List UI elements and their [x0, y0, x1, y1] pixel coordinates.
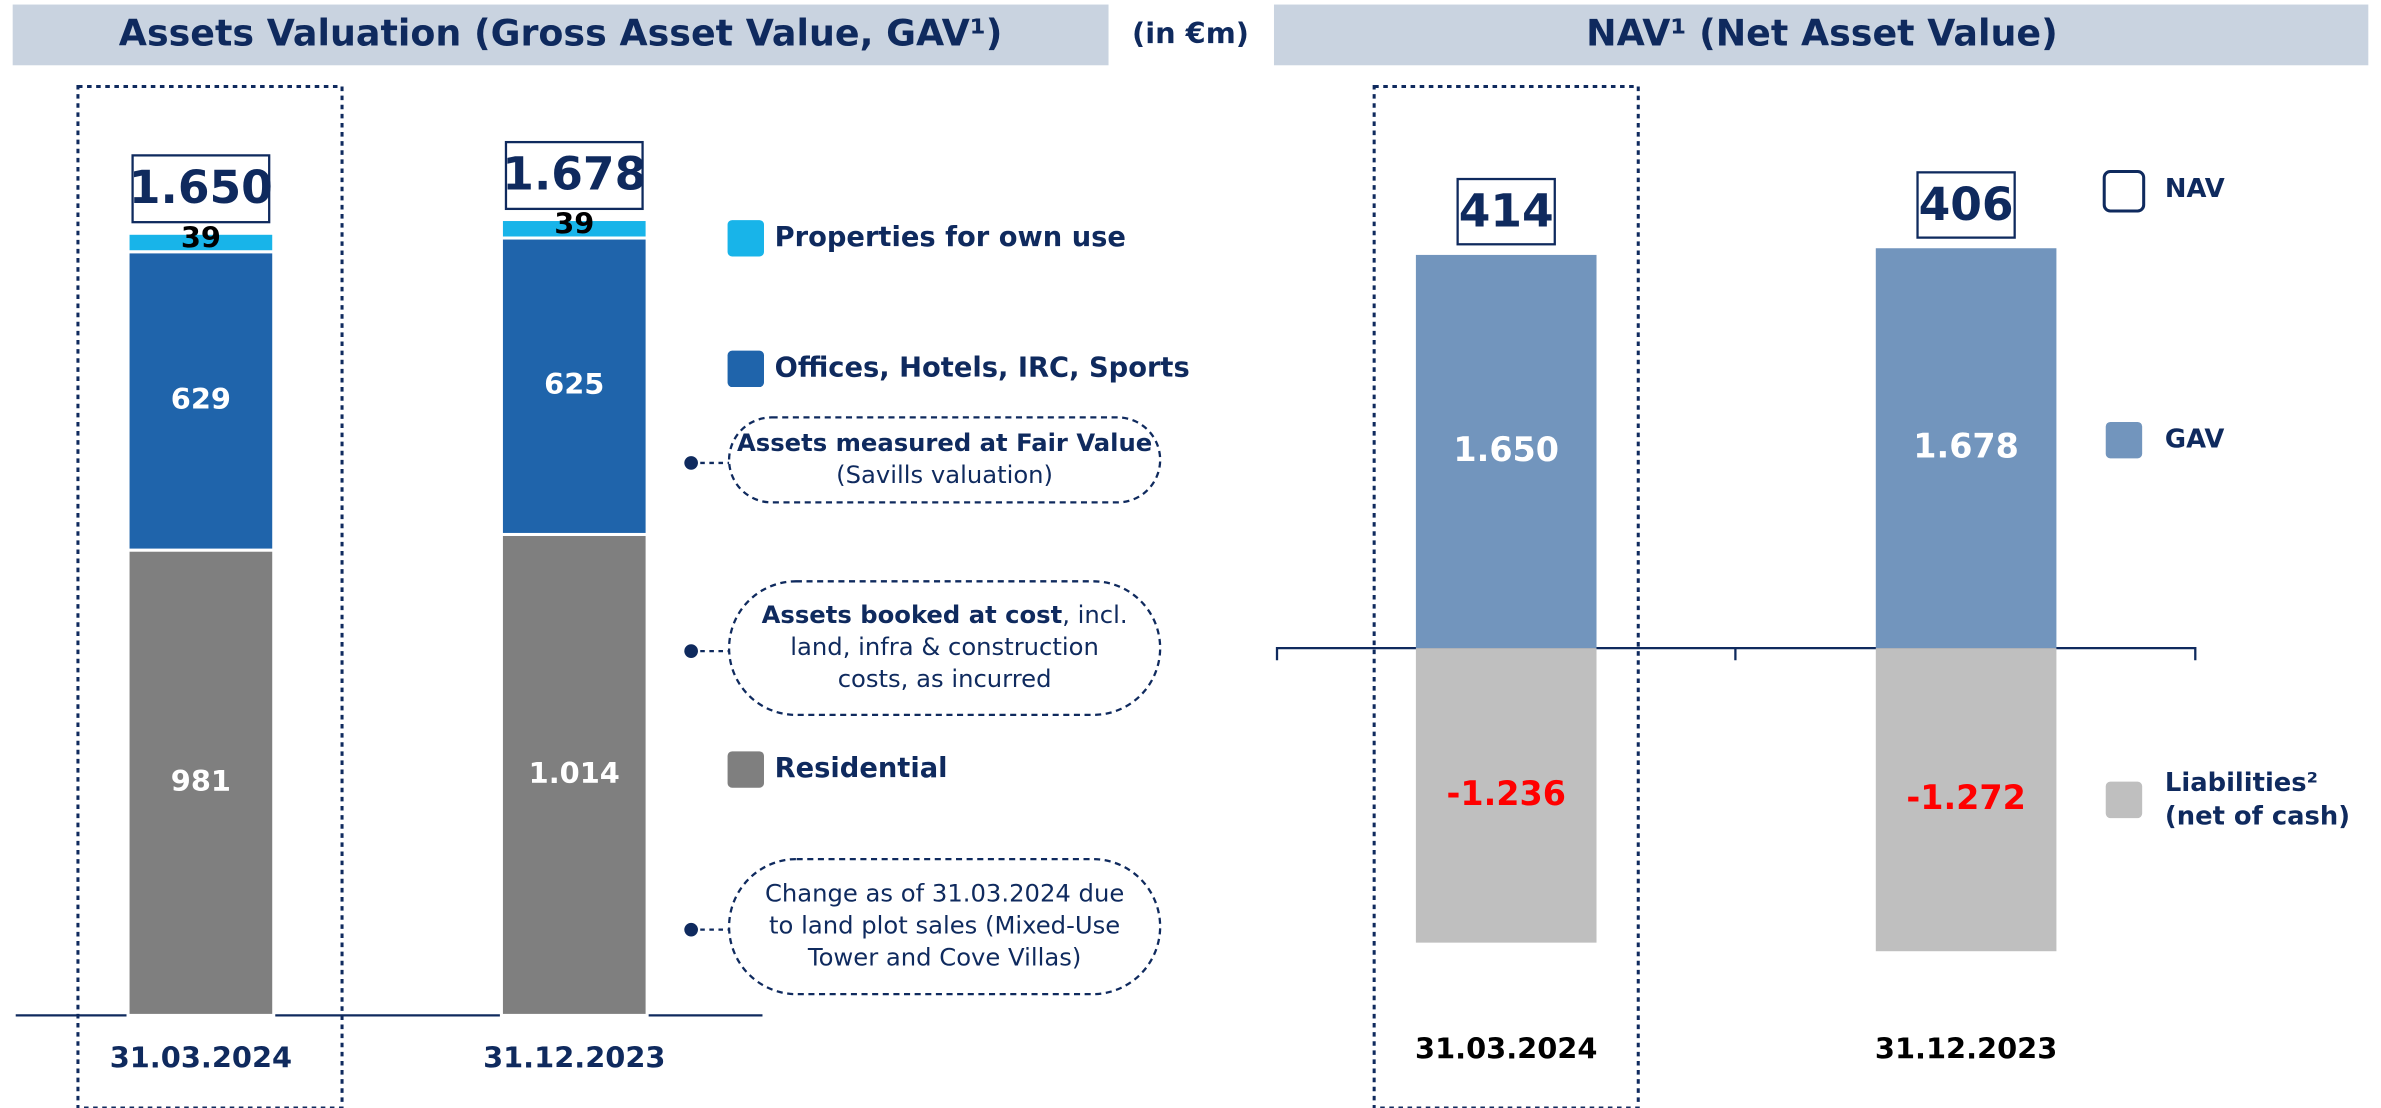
legend-swatch — [727, 350, 764, 388]
data-label: 629 — [171, 382, 231, 416]
total-label: 1.678 — [502, 148, 646, 201]
legend-swatch — [2105, 781, 2143, 819]
legend-swatch — [727, 220, 764, 257]
chart-title: NAV¹ (Net Asset Value) — [1586, 11, 2058, 54]
bar — [1875, 648, 2057, 952]
callout-segment: land, infra & construction — [790, 632, 1099, 661]
callout-dot — [684, 456, 698, 470]
total-box — [504, 140, 644, 211]
callout-text: land, infra & construction — [790, 632, 1099, 661]
legend-label: Residential — [775, 753, 948, 784]
data-label: 39 — [554, 207, 594, 241]
data-label: 39 — [181, 220, 221, 254]
callout-text: to land plot sales (Mixed-Use — [769, 911, 1120, 940]
bar-segment — [126, 548, 276, 1017]
callout-segment: to land plot sales (Mixed-Use — [769, 911, 1120, 940]
callout-dot — [684, 922, 698, 937]
nav-box — [1916, 171, 2016, 239]
data-label: 981 — [171, 764, 231, 798]
x-tick-label: 31.03.2024 — [1415, 1031, 1597, 1065]
data-label: 1.678 — [1913, 427, 2019, 466]
callout-box — [727, 580, 1162, 717]
highlight-box — [1372, 84, 1640, 1108]
nav-box — [1456, 177, 1556, 246]
callout-segment: , incl. — [1062, 600, 1127, 629]
nav-label: 414 — [1459, 184, 1554, 237]
x-tick-label: 31.03.2024 — [110, 1040, 292, 1074]
bar-segment — [499, 236, 649, 536]
callout-segment: Change as of 31.03.2024 due — [765, 879, 1124, 908]
bar-segment — [126, 250, 276, 552]
legend-line: Liabilities² — [2165, 768, 2318, 798]
data-label: 625 — [544, 367, 604, 401]
data-label: -1.236 — [1446, 774, 1565, 813]
callout-text: Assets booked at cost, incl. — [762, 600, 1128, 629]
legend-label: Properties for own use — [775, 222, 1126, 253]
bar-segment — [499, 217, 649, 240]
legend-label: NAV — [2165, 174, 2225, 204]
total-box — [131, 154, 271, 224]
data-label: 1.014 — [529, 756, 620, 790]
callout-dot — [684, 644, 698, 658]
callout-text: Tower and Cove Villas) — [807, 942, 1081, 971]
chart-title: Assets Valuation (Gross Asset Value, GAV… — [119, 11, 1003, 54]
bar — [1415, 254, 1597, 649]
legend-label: Liabilities² (net of cash) — [2165, 768, 2350, 831]
legend-swatch — [2102, 169, 2146, 213]
data-label: 1.650 — [1453, 430, 1559, 469]
callout-segment: Tower and Cove Villas) — [807, 942, 1081, 971]
highlight-box — [76, 84, 344, 1108]
legend-swatch — [727, 751, 764, 788]
header-bar — [1273, 4, 2369, 66]
total-label: 1.650 — [129, 161, 273, 214]
legend-label: Offices, Hotels, IRC, Sports — [775, 352, 1190, 383]
bar — [1415, 648, 1597, 943]
data-label: -1.272 — [1906, 778, 2025, 817]
bar-segment — [126, 231, 276, 254]
callout-segment: costs, as incurred — [838, 664, 1052, 693]
baseline — [1275, 646, 2197, 661]
callout-segment: (Savills valuation) — [836, 460, 1053, 489]
legend-swatch — [2105, 421, 2143, 459]
callout-segment: Assets measured at Fair Value — [737, 428, 1152, 457]
nav-label: 406 — [1919, 178, 2014, 231]
callout-box — [727, 857, 1162, 996]
callout-box — [727, 416, 1162, 504]
callout-text: (Savills valuation) — [836, 460, 1053, 489]
x-tick-label: 31.12.2023 — [1875, 1031, 2057, 1065]
legend-line: (net of cash) — [2165, 801, 2350, 831]
callout-segment: Assets booked at cost — [762, 600, 1063, 629]
callout-text: Assets measured at Fair Value — [737, 428, 1152, 457]
bar — [1875, 248, 2057, 649]
legend-label: GAV — [2165, 425, 2224, 455]
callout-text: Change as of 31.03.2024 due — [765, 879, 1124, 908]
header-bar — [12, 4, 1109, 66]
x-tick-label: 31.12.2023 — [483, 1040, 665, 1074]
unit-note: (in €m) — [1132, 16, 1249, 50]
callout-text: costs, as incurred — [838, 664, 1052, 693]
